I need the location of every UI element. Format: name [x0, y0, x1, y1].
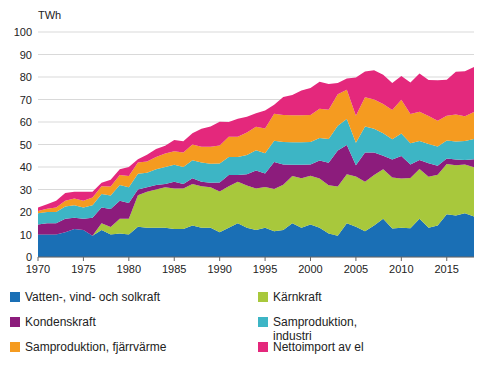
areas: [38, 67, 474, 257]
legend-swatch: [258, 342, 268, 352]
legend-label: Samproduktion, fjärrvärme: [25, 340, 245, 354]
legend-label: Nettoimport av el: [273, 340, 393, 354]
grid-line: [38, 257, 474, 258]
legend-label: Kondenskraft: [25, 315, 245, 329]
legend-label: Kärnkraft: [273, 290, 393, 304]
y-tick-label: 100: [14, 26, 32, 38]
x-tick-label: 1970: [26, 263, 50, 275]
x-axis: [38, 257, 474, 258]
legend-label: Samproduktion, industri: [273, 315, 393, 343]
y-tick-label: 70: [20, 94, 32, 106]
x-tick: [83, 257, 84, 261]
y-tick-label: 80: [20, 71, 32, 83]
x-tick: [446, 257, 447, 261]
legend-swatch: [10, 292, 20, 302]
y-tick-label: 90: [20, 49, 32, 61]
legend-swatch: [258, 317, 268, 327]
x-tick-label: 2000: [298, 263, 322, 275]
y-tick-label: 0: [26, 251, 32, 263]
x-tick-label: 1990: [207, 263, 231, 275]
x-tick-label: 1995: [253, 263, 277, 275]
legend-swatch: [10, 317, 20, 327]
grid-line: [38, 54, 474, 55]
grid-line: [38, 77, 474, 78]
x-tick-label: 2015: [435, 263, 459, 275]
legend-label: Vatten-, vind- och solkraft: [25, 290, 245, 304]
y-tick-label: 50: [20, 139, 32, 151]
x-tick: [38, 257, 39, 261]
x-tick: [219, 257, 220, 261]
y-tick-label: 60: [20, 116, 32, 128]
legend-swatch: [258, 292, 268, 302]
x-tick-label: 1980: [117, 263, 141, 275]
grid-line: [38, 32, 474, 33]
x-tick: [128, 257, 129, 261]
y-tick-label: 10: [20, 229, 32, 241]
x-tick: [310, 257, 311, 261]
x-tick: [401, 257, 402, 261]
x-tick: [265, 257, 266, 261]
x-tick: [174, 257, 175, 261]
area: [38, 67, 474, 211]
y-tick-label: 40: [20, 161, 32, 173]
y-tick-label: 20: [20, 206, 32, 218]
legend-swatch: [10, 342, 20, 352]
x-tick-label: 2005: [344, 263, 368, 275]
y-tick-label: 30: [20, 184, 32, 196]
x-tick-label: 2010: [389, 263, 413, 275]
x-tick-label: 1975: [71, 263, 95, 275]
y-axis-label: TWh: [38, 9, 61, 21]
x-tick: [355, 257, 356, 261]
x-tick-label: 1985: [162, 263, 186, 275]
